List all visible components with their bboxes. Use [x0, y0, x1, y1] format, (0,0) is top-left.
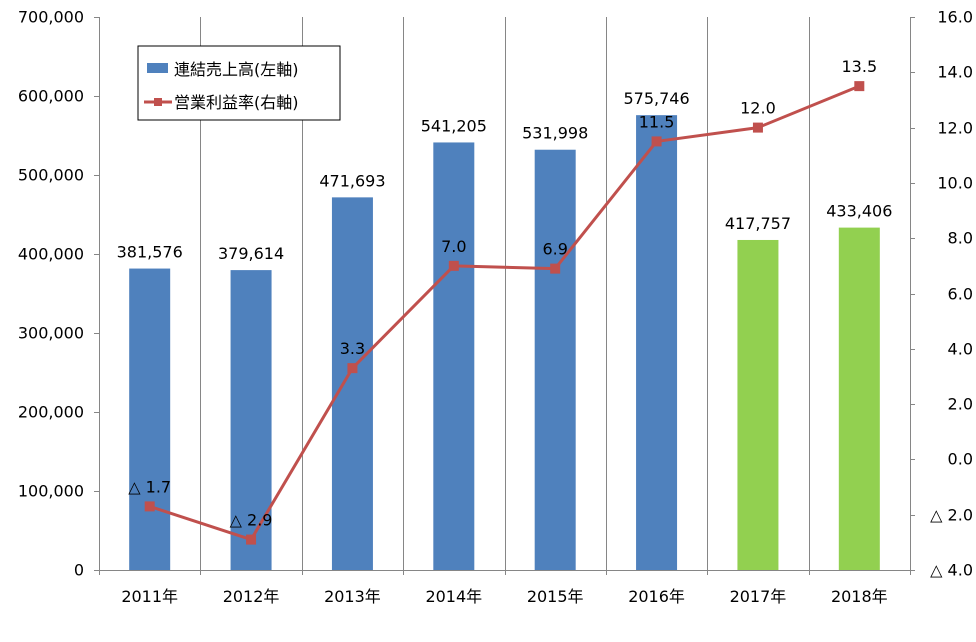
- left-tick-label: 300,000: [18, 324, 84, 343]
- bar: [534, 149, 576, 571]
- line-marker: [246, 534, 257, 545]
- right-tick-label: 6.0: [948, 285, 973, 304]
- label-layer: 381,576 379,614 471,693 541,205 531,998 575,7…: [117, 57, 893, 529]
- bar-data-label: 379,614: [218, 244, 284, 263]
- bar: [129, 268, 171, 570]
- line-marker: [448, 260, 459, 271]
- line-data-label: 6.9: [542, 240, 567, 259]
- x-tick-label: 2012年: [223, 587, 280, 606]
- right-tick-label: △ 4.0: [930, 561, 973, 580]
- line-data-label: △ 2.9: [230, 511, 273, 530]
- bar: [838, 227, 880, 570]
- bar: [636, 115, 678, 571]
- bar-data-label: 575,746: [623, 89, 689, 108]
- legend-box: [137, 45, 341, 121]
- right-tick-label: 16.0: [937, 8, 973, 27]
- right-tick-label: 0.0: [948, 450, 973, 469]
- line-marker: [144, 501, 155, 512]
- bar: [331, 197, 373, 570]
- legend: 連結売上高(左軸) 営業利益率(右軸): [137, 45, 341, 121]
- bar: [433, 142, 475, 570]
- right-tick-label: △ 2.0: [930, 506, 973, 525]
- line-marker: [651, 136, 662, 147]
- line-data-label: △ 1.7: [128, 477, 171, 496]
- legend-bar-swatch: [147, 63, 168, 73]
- right-tick-label: 12.0: [937, 119, 973, 138]
- right-tick-label: 2.0: [948, 395, 973, 414]
- bar-data-label: 433,406: [826, 202, 892, 221]
- axis-layer: 0 100,000 200,000 300,000 400,000 500,000 600,…: [18, 8, 973, 607]
- x-tick-label: 2015年: [527, 587, 584, 606]
- x-tick-label: 2014年: [425, 587, 482, 606]
- line-series: [149, 84, 860, 542]
- bar: [230, 270, 272, 570]
- left-tick-label: 700,000: [18, 8, 84, 27]
- left-tick-label: 200,000: [18, 403, 84, 422]
- bar-data-label: 541,205: [421, 116, 487, 135]
- legend-bar-label: 連結売上高(左軸): [174, 60, 299, 79]
- line-marker: [752, 122, 763, 133]
- x-tick-label: 2016年: [628, 587, 685, 606]
- line-data-label: 11.5: [639, 112, 675, 131]
- legend-line-label: 営業利益率(右軸): [174, 93, 299, 112]
- x-tick-label: 2011年: [121, 587, 178, 606]
- x-tick-label: 2017年: [730, 587, 787, 606]
- right-tick-label: 4.0: [948, 340, 973, 359]
- line-layer: [144, 81, 865, 545]
- line-data-label: 3.3: [340, 339, 365, 358]
- left-tick-label: 100,000: [18, 482, 84, 501]
- bar: [737, 239, 779, 570]
- line-data-label: 12.0: [740, 99, 776, 118]
- bar-data-label: 417,757: [725, 214, 791, 233]
- x-tick-label: 2013年: [324, 587, 381, 606]
- x-tick-label: 2018年: [831, 587, 888, 606]
- line-data-label: 7.0: [441, 237, 466, 256]
- left-tick-label: 600,000: [18, 87, 84, 106]
- legend-line-marker: [154, 98, 162, 106]
- left-tick-label: 500,000: [18, 166, 84, 185]
- line-marker: [550, 263, 561, 274]
- right-tick-label: 14.0: [937, 63, 973, 82]
- bar-data-label: 531,998: [522, 124, 588, 143]
- line-data-label: 13.5: [842, 57, 878, 76]
- left-tick-label: 0: [74, 561, 84, 580]
- bar-data-label: 381,576: [117, 243, 183, 262]
- left-tick-label: 400,000: [18, 245, 84, 264]
- line-marker: [854, 81, 865, 92]
- right-tick-label: 8.0: [948, 229, 973, 248]
- bar-data-label: 471,693: [319, 171, 385, 190]
- bar-layer: [129, 115, 880, 571]
- line-marker: [347, 363, 358, 374]
- right-tick-label: 10.0: [937, 174, 973, 193]
